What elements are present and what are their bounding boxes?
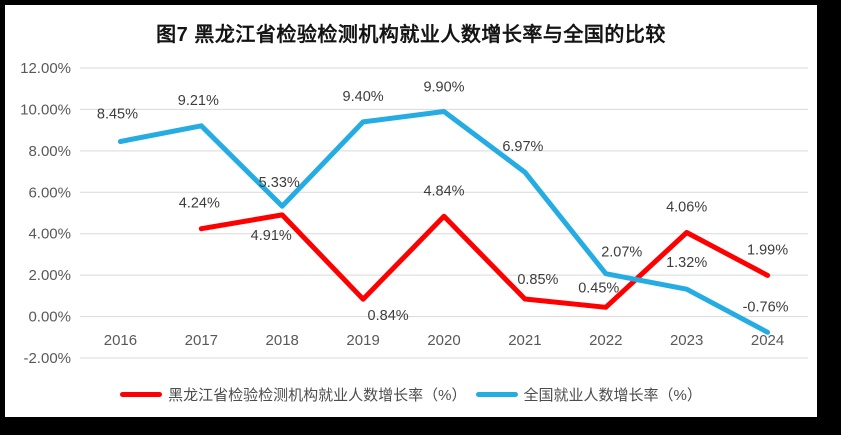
legend-line-swatch-blue xyxy=(475,392,518,397)
data-label: 4.91% xyxy=(251,228,292,244)
x-tick-label: 2016 xyxy=(104,332,137,349)
y-tick-label: 2.00% xyxy=(28,267,71,284)
y-tick-label: 12.00% xyxy=(20,60,71,77)
data-label: 6.97% xyxy=(502,139,543,155)
x-tick-label: 2021 xyxy=(508,332,541,349)
y-tick-label: 4.00% xyxy=(28,226,71,243)
data-label: 2.07% xyxy=(601,245,642,261)
data-label: 4.06% xyxy=(666,199,707,215)
data-label: 0.85% xyxy=(517,272,558,288)
data-label: 8.45% xyxy=(97,107,138,123)
legend-label-heilongjiang: 黑龙江省检验检测机构就业人数增长率（%） xyxy=(168,387,467,404)
data-label: 9.40% xyxy=(343,89,384,105)
y-tick-label: -2.00% xyxy=(23,350,71,367)
line-chart: 12.00% 10.00% 8.00% 6.00% 4.00% 2.00% 0.00% -2.… xyxy=(20,60,808,367)
y-tick-label: 10.00% xyxy=(20,101,71,118)
x-tick-label: 2024 xyxy=(751,332,784,349)
x-tick-label: 2020 xyxy=(427,332,460,349)
legend-item-national: 全国就业人数增长率（%） xyxy=(475,384,702,405)
data-label: 9.21% xyxy=(178,93,219,109)
data-label: 9.90% xyxy=(423,80,464,96)
y-tick-label: 8.00% xyxy=(28,143,71,160)
data-label: 1.32% xyxy=(666,255,707,271)
data-label: 4.84% xyxy=(423,183,464,199)
data-label: 5.33% xyxy=(259,175,300,191)
x-tick-label: 2022 xyxy=(589,332,622,349)
x-tick-label: 2017 xyxy=(185,332,218,349)
x-tick-label: 2018 xyxy=(266,332,299,349)
x-tick-label: 2019 xyxy=(346,332,379,349)
chart-area: 12.00% 10.00% 8.00% 6.00% 4.00% 2.00% 0.00% -2.… xyxy=(5,5,817,417)
y-tick-label: 6.00% xyxy=(28,184,71,201)
x-tick-label: 2023 xyxy=(670,332,703,349)
y-tick-label: 0.00% xyxy=(28,309,71,326)
chart-legend: 黑龙江省检验检测机构就业人数增长率（%） 全国就业人数增长率（%） xyxy=(5,384,817,405)
data-label: 4.24% xyxy=(179,196,220,212)
data-label: 1.99% xyxy=(747,242,788,258)
data-label: 0.45% xyxy=(578,280,619,296)
chart-title: 图7 黑龙江省检验检测机构就业人数增长率与全国的比较 xyxy=(156,24,666,46)
series-line-heilongjiang xyxy=(198,212,771,310)
legend-line-swatch-red xyxy=(120,392,163,397)
legend-label-national: 全国就业人数增长率（%） xyxy=(523,387,702,404)
data-label: 0.84% xyxy=(368,308,409,324)
series-line-national xyxy=(117,109,771,335)
data-label: -0.76% xyxy=(743,299,789,315)
legend-item-heilongjiang: 黑龙江省检验检测机构就业人数增长率（%） xyxy=(120,384,467,405)
